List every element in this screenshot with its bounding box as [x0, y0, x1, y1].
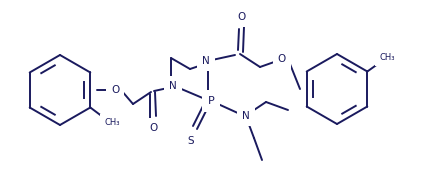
Text: N: N [242, 111, 250, 121]
Text: P: P [207, 96, 214, 106]
Text: N: N [169, 81, 177, 91]
Text: O: O [149, 123, 157, 133]
Text: O: O [238, 12, 246, 22]
Text: N: N [202, 56, 210, 66]
Text: CH₃: CH₃ [105, 118, 120, 127]
Text: CH₃: CH₃ [380, 53, 395, 62]
Text: O: O [278, 54, 286, 64]
Text: O: O [111, 85, 119, 95]
Text: S: S [187, 136, 194, 146]
